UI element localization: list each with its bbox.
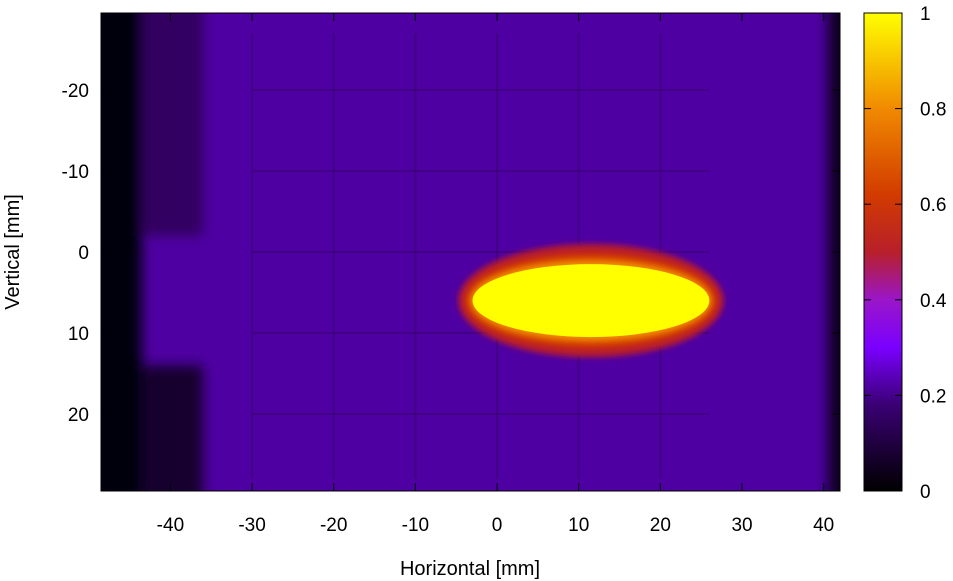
x-tick-label: 40 <box>813 515 834 536</box>
colorbar-tick-label: 1 <box>920 4 931 25</box>
plot-area <box>101 13 840 491</box>
colorbar-gradient <box>863 12 903 492</box>
x-tick-label: 20 <box>650 515 671 536</box>
heatmap-feature <box>101 13 142 491</box>
colorbar-tick-label: 0.6 <box>920 195 946 216</box>
axis-tick-labels: -40 -30 -20 -10 0 10 20 30 40 -20 -10 0 10 20 <box>62 81 835 536</box>
x-tick-label: -40 <box>157 515 184 536</box>
colorbar-tick-label: 0.4 <box>920 291 947 312</box>
axis-ticks <box>101 13 840 491</box>
colorbar-tick-label: 0 <box>920 482 931 503</box>
y-axis-label: Vertical [mm] <box>2 194 24 310</box>
y-tick-label: 20 <box>68 405 89 426</box>
x-tick-label: -20 <box>320 515 347 536</box>
x-tick-label: -30 <box>238 515 265 536</box>
colorbar-tick-label: 0.8 <box>920 100 946 121</box>
x-tick-label: 30 <box>731 515 752 536</box>
heatmap-feature <box>141 13 204 236</box>
y-tick-label: 0 <box>78 243 89 264</box>
x-axis-label: Horizontal [mm] <box>400 558 540 580</box>
heatmap-feature <box>141 365 204 491</box>
heatmap-hot-spot <box>458 244 724 358</box>
colorbar: 0 0.2 0.4 0.6 0.8 1 <box>863 4 947 503</box>
y-tick-label: 10 <box>68 324 89 345</box>
y-tick-label: -10 <box>62 162 89 183</box>
heatmap-features <box>101 13 840 491</box>
x-tick-label: 10 <box>568 515 589 536</box>
colorbar-tick-label: 0.2 <box>920 386 946 407</box>
hot-spot-layer <box>472 264 710 338</box>
colorbar-ticks: 0 0.2 0.4 0.6 0.8 1 <box>864 4 947 503</box>
y-tick-label: -20 <box>62 81 89 102</box>
x-tick-label: -10 <box>402 515 429 536</box>
x-tick-label: 0 <box>492 515 503 536</box>
